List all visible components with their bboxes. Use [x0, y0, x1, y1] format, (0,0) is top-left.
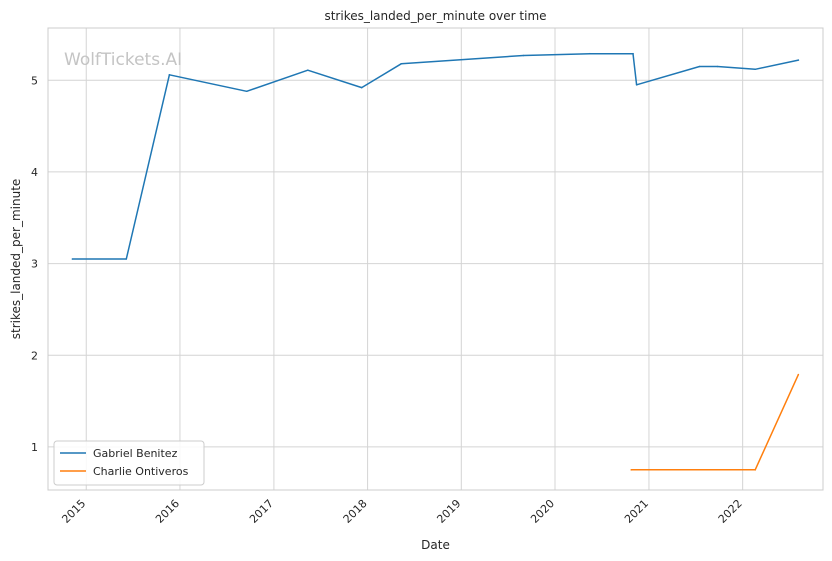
- data-point-gabriel-benitez: [125, 258, 128, 260]
- data-point-gabriel-benitez: [698, 65, 701, 68]
- data-point-gabriel-benitez: [589, 52, 591, 55]
- chart-title: strikes_landed_per_minute over time: [324, 9, 546, 23]
- data-point-gabriel-benitez: [400, 62, 403, 65]
- data-point-charlie-ontiveros: [630, 469, 633, 471]
- data-point-gabriel-benitez: [360, 86, 363, 89]
- y-tick-label: 1: [31, 441, 38, 454]
- data-point-gabriel-benitez: [522, 54, 525, 57]
- legend-label-gabriel-benitez: Gabriel Benitez: [93, 447, 178, 460]
- data-point-gabriel-benitez: [754, 68, 757, 71]
- data-point-gabriel-benitez: [635, 84, 638, 86]
- data-point-gabriel-benitez: [168, 73, 171, 76]
- y-axis-ticks: 1 2 3 4 5: [31, 74, 38, 454]
- watermark: WolfTickets.AI: [64, 50, 182, 70]
- plot-area-frame: [47, 27, 824, 491]
- data-point-gabriel-benitez: [632, 52, 634, 55]
- data-point-gabriel-benitez: [71, 258, 74, 260]
- y-tick-label: 3: [31, 258, 38, 271]
- y-tick-label: 2: [31, 349, 38, 362]
- y-tick-label: 4: [31, 166, 38, 179]
- data-point-charlie-ontiveros: [754, 469, 757, 471]
- series-lines: [71, 52, 800, 471]
- y-axis-title: strikes_landed_per_minute: [9, 179, 23, 340]
- data-point-gabriel-benitez: [306, 69, 309, 71]
- legend: Gabriel Benitez Charlie Ontiveros: [53, 440, 205, 486]
- y-tick-label: 5: [31, 74, 38, 87]
- data-point-gabriel-benitez: [716, 65, 719, 68]
- data-point-gabriel-benitez: [245, 90, 248, 93]
- legend-box: [53, 440, 205, 486]
- x-axis-title: Date: [421, 538, 450, 552]
- legend-label-charlie-ontiveros: Charlie Ontiveros: [93, 465, 189, 478]
- data-point-gabriel-benitez: [797, 59, 800, 61]
- data-point-charlie-ontiveros: [797, 373, 800, 376]
